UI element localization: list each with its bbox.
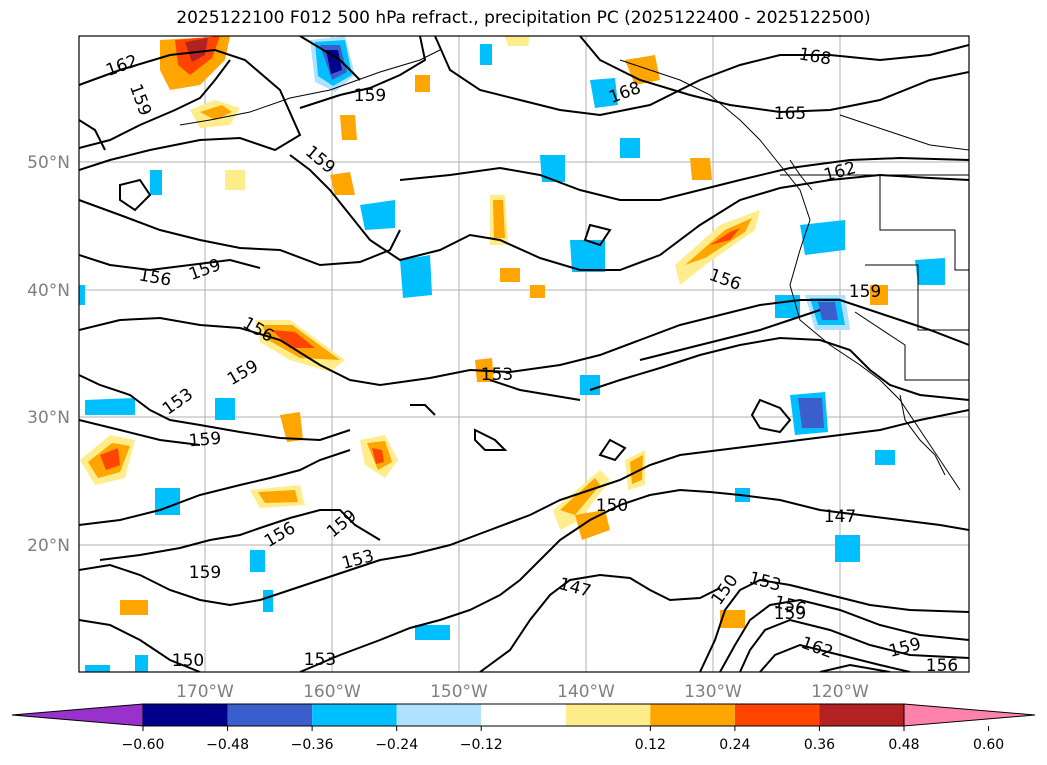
map-title: 2025122100 F012 500 hPa refract., precip…	[176, 8, 871, 28]
lon-label: 130°W	[684, 682, 742, 702]
colorbar-segment	[396, 704, 482, 726]
colorbar-segment	[819, 704, 904, 726]
contour-label: 159	[188, 429, 222, 452]
colorbar-tick-label: −0.36	[291, 737, 334, 753]
map-frame	[78, 35, 970, 673]
colorbar-segment	[481, 704, 566, 726]
colorbar-tick-label: 0.48	[888, 737, 919, 753]
contour-label: 147	[824, 507, 856, 527]
lat-label: 40°N	[27, 281, 70, 301]
colorbar-tick-label: 0.12	[635, 737, 666, 753]
lon-label: 170°W	[176, 682, 234, 702]
lat-label: 20°N	[27, 536, 70, 556]
contour-label: 159	[354, 86, 386, 106]
contour-label: 153	[304, 650, 336, 670]
colorbar-tick-label: −0.60	[122, 737, 165, 753]
colorbar-segment	[143, 704, 228, 726]
colorbar-extend-high	[903, 703, 1036, 727]
precip-positive-blobs	[80, 36, 888, 628]
coastlines	[179, 49, 969, 491]
lon-label: 160°W	[303, 682, 361, 702]
contour-label: 159	[774, 604, 806, 624]
colorbar-segment	[734, 704, 820, 726]
colorbar: −0.60 −0.48 −0.36 −0.24 −0.12 0.12 0.24 0.36 0.4…	[11, 703, 1036, 753]
lon-label: 140°W	[557, 682, 615, 702]
map-area	[79, 36, 969, 672]
colorbar-segment	[312, 704, 397, 726]
lon-label: 150°W	[430, 682, 488, 702]
colorbar-tick-label: −0.48	[206, 737, 249, 753]
precip-negative-blobs	[79, 36, 945, 672]
colorbar-tick-label: −0.24	[375, 737, 418, 753]
contour-label: 159	[849, 282, 881, 302]
colorbar-segment	[565, 704, 651, 726]
colorbar-segment	[650, 704, 735, 726]
contour-label: 153	[481, 365, 513, 385]
colorbar-frame	[142, 703, 905, 727]
lat-labels: 50°N 40°N 30°N 20°N	[27, 153, 70, 556]
colorbar-tick-label: −0.12	[460, 737, 503, 753]
lat-label: 50°N	[27, 153, 70, 173]
refractivity-contours	[79, 36, 969, 672]
colorbar-tick-label: 0.24	[719, 737, 750, 753]
lon-label: 120°W	[811, 682, 869, 702]
colorbar-segment	[227, 704, 313, 726]
lat-label: 30°N	[27, 408, 70, 428]
contour-label: 156	[926, 656, 958, 676]
colorbar-extend-low	[11, 703, 144, 727]
contour-label: 159	[189, 563, 221, 583]
colorbar-tick-label: 0.36	[804, 737, 835, 753]
contour-label: 150	[596, 496, 628, 516]
contour-label: 165	[774, 104, 806, 124]
colorbar-tick-label: 0.60	[973, 737, 1004, 753]
contour-label: 150	[172, 651, 204, 671]
lon-labels: 170°W 160°W 150°W 140°W 130°W 120°W	[176, 682, 869, 702]
